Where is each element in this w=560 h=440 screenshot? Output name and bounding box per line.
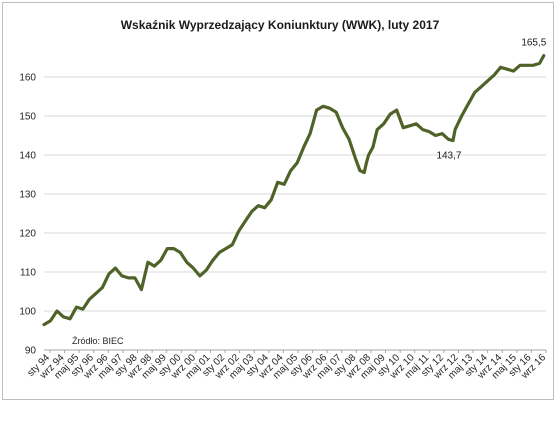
data-label: 165,5 [521,38,546,49]
y-tick-label: 120 [19,229,36,240]
y-tick-label: 140 [19,151,36,162]
y-tick-label: 150 [19,112,36,123]
y-tick-label: 130 [19,190,36,201]
y-tick-label: 100 [19,307,36,318]
y-tick-label: 160 [19,73,36,84]
series-line-wwk [42,53,546,327]
y-tick-label: 110 [20,268,36,279]
chart-frame [2,2,554,400]
data-label: 143,7 [436,151,461,162]
y-tick-label: 90 [25,346,37,357]
chart-title: Wskaźnik Wyprzedzający Koniunktury (WWK)… [120,18,440,32]
source-note: Źródło: BIEC [72,336,124,346]
